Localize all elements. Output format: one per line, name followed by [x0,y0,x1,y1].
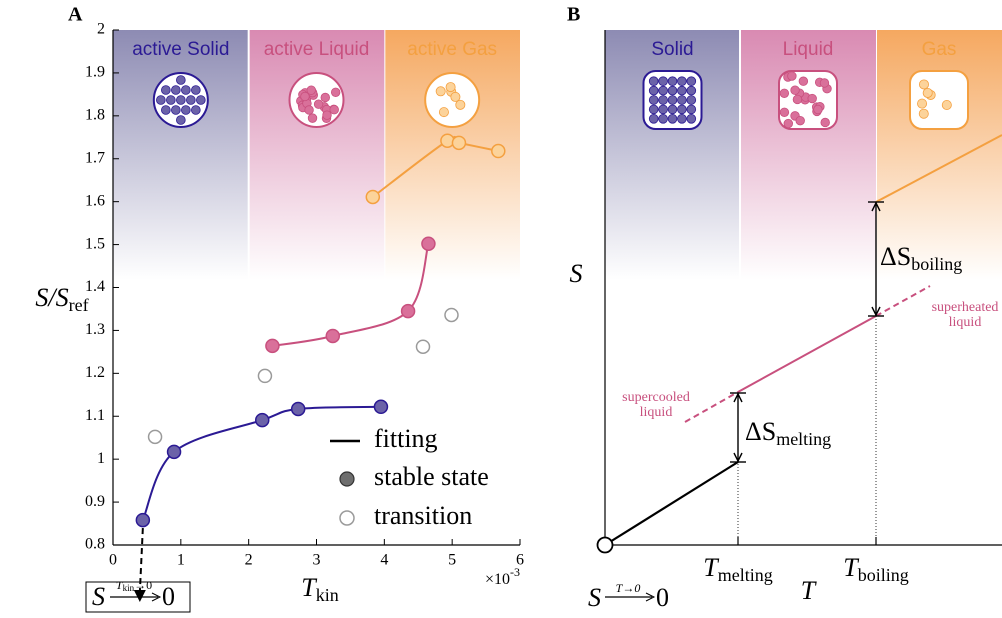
phase-icon [910,71,968,129]
data-point [168,445,181,458]
limit-symbol: S [588,583,601,612]
phase-icon [154,73,208,127]
y-tick-label: 2 [97,21,105,38]
delta-label: ΔSmelting [745,417,831,449]
limit-symbol: S [92,582,105,611]
band-label: Liquid [783,39,834,60]
transition-point [258,369,271,382]
y-tick-label: 0.9 [85,493,105,510]
transition-point [416,340,429,353]
x-tick-label: 2 [245,552,253,569]
limit-result: 0 [162,582,175,611]
t-label: Tmelting [703,553,772,585]
phase-band [250,30,385,280]
data-point [256,414,269,427]
x-scale-label-part: ×10 [485,571,510,588]
band-label: active Liquid [264,39,370,60]
x-scale-label: ×10-3 [485,565,520,588]
limit-result: 0 [656,583,669,612]
y-tick-label: 1.2 [85,364,105,381]
limit-condition: Tkin→0 [116,578,152,593]
y-axis-label: S/Sref [35,283,88,315]
y-tick-label: 1.4 [85,278,105,295]
delta-label-part: ΔS [880,242,911,271]
y-tick-label: 1.8 [85,107,105,124]
y-axis-label-part: S/S [35,283,68,312]
supercooled-label: liquid [640,405,673,420]
delta-label-part: boiling [911,254,962,274]
x-axis-label-part: kin [316,585,339,605]
phase-band [605,30,739,280]
legend-marker [340,472,354,486]
transition-point [445,308,458,321]
legend-label: stable state [374,462,489,491]
y-axis-label-part: ref [69,295,89,315]
y-tick-label: 1 [97,450,105,467]
y-tick-label: 1.3 [85,321,105,338]
x-tick-label: 4 [380,552,388,569]
data-point [452,136,465,149]
x-tick-label: 5 [448,552,456,569]
phase-icon [425,73,479,127]
limit-condition-part: →0 [134,578,152,592]
band-label: Solid [651,39,693,60]
phase-icon [290,73,344,127]
figure: A active Solid active Liquid active Gas 0.8… [0,0,1002,618]
origin [598,538,613,553]
t-label-part: melting [718,565,773,585]
delta-label-part: ΔS [745,417,776,446]
legend-marker [340,511,354,525]
superheated-label: liquid [949,315,982,330]
data-point [136,514,149,527]
band-label: Gas [922,39,957,60]
data-point [374,400,387,413]
data-point [422,237,435,250]
y-tick-label: 1.1 [85,407,105,424]
legend-label: transition [374,501,472,530]
delta-label-part: melting [776,429,831,449]
t-label: Tboiling [843,553,908,585]
data-point [326,329,339,342]
x-tick-label: 1 [177,552,185,569]
limit-condition: T→0 [616,581,641,595]
phase-icon [779,71,837,129]
arrow-head [134,590,146,602]
band-label: active Solid [132,39,229,60]
panel-a: A active Solid active Liquid active Gas 0.8… [35,4,524,612]
transition-point [149,430,162,443]
x-axis-label: Tkin [301,573,338,605]
solid-entropy [605,462,738,545]
data-point [492,145,505,158]
band-label: active Gas [407,39,497,60]
y-axis-label: S [570,259,583,288]
data-point [441,134,454,147]
limit-condition-part: kin [123,583,135,593]
supercooled-label: supercooled [622,390,690,405]
panel-letter: B [567,4,580,26]
y-tick-label: 1.6 [85,192,105,209]
y-tick-label: 0.8 [85,536,105,553]
superheated-branch [876,286,930,316]
y-tick-label: 1.9 [85,64,105,81]
phase-band [741,30,876,280]
data-point [292,402,305,415]
data-point [402,305,415,318]
data-point [366,190,379,203]
phase-icon [644,71,702,129]
supercooled-branch [685,392,738,422]
superheated-label: superheated [932,300,999,315]
x-tick-label: 3 [313,552,321,569]
y-tick-label: 1.5 [85,235,105,252]
panel-letter: A [68,4,83,26]
x-axis-label: T [801,576,817,605]
t-label-part: boiling [858,565,909,585]
x-scale-label-part: -3 [510,565,520,579]
y-tick-label: 1.7 [85,149,105,166]
data-point [266,339,279,352]
x-tick-label: 0 [109,552,117,569]
phase-band [113,30,248,280]
liquid-entropy [738,316,876,392]
legend-label: fitting [374,424,438,453]
